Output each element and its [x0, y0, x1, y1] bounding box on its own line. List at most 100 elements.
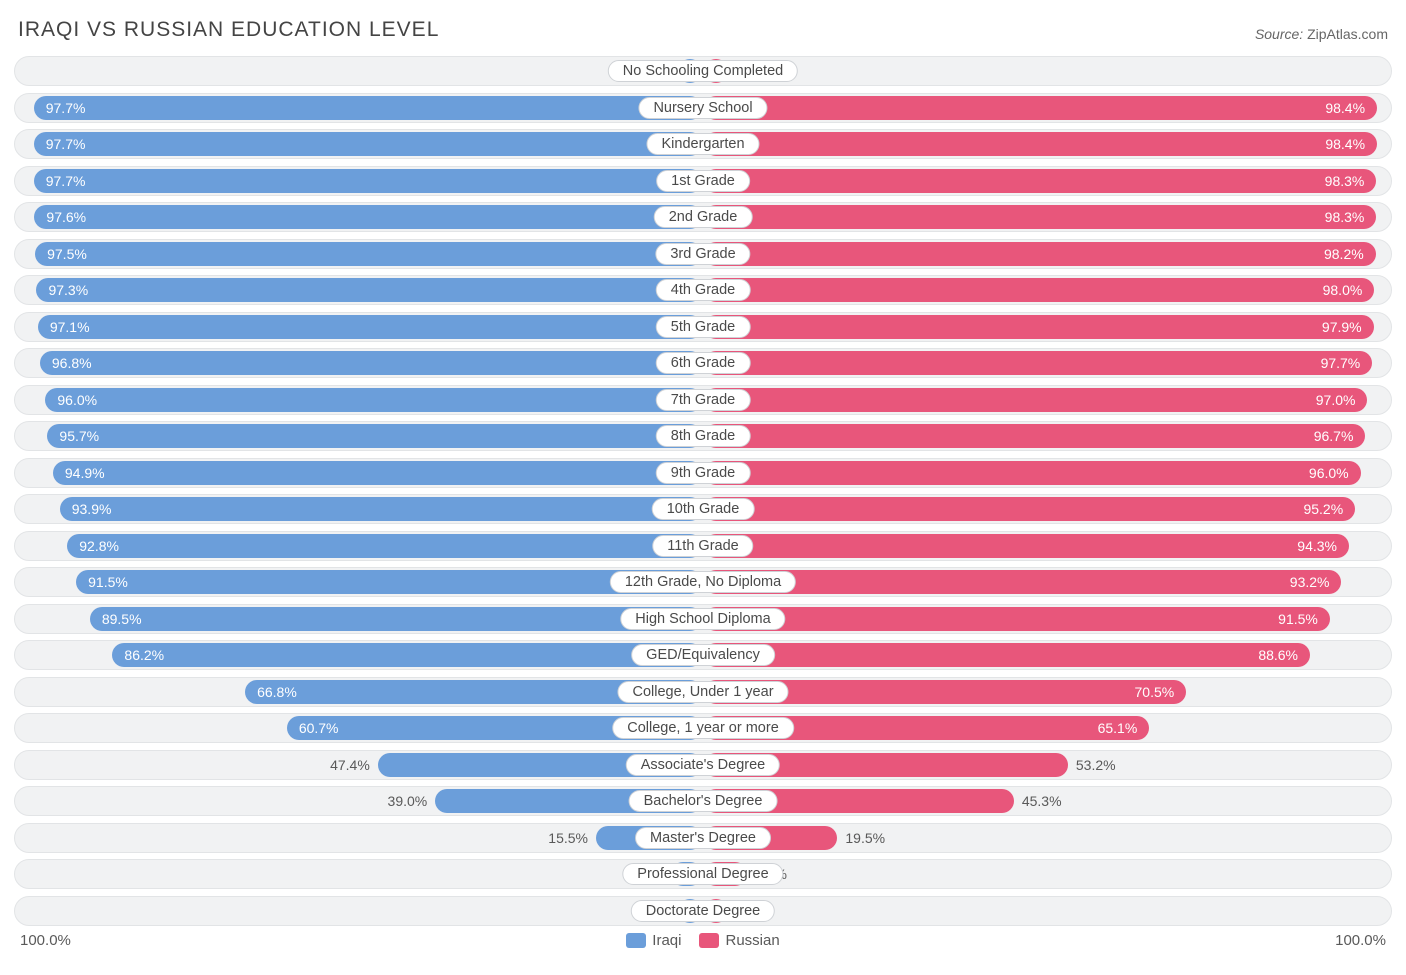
bar-left: 97.1% [38, 315, 702, 339]
legend-label-left: Iraqi [652, 932, 681, 949]
chart-footer: 100.0% Iraqi Russian 100.0% [14, 932, 1392, 949]
bar-right-value: 65.1% [1098, 720, 1138, 736]
legend-item-left: Iraqi [626, 932, 681, 949]
category-label: No Schooling Completed [608, 60, 798, 82]
axis-left-end: 100.0% [20, 932, 71, 949]
bar-right-value: 95.2% [1303, 501, 1343, 517]
bar-right-value: 97.7% [1321, 355, 1361, 371]
bar-left-value: 60.7% [299, 720, 339, 736]
bar-left-value: 86.2% [124, 647, 164, 663]
category-label: 5th Grade [656, 316, 751, 338]
chart-row: 47.4% 53.2% Associate's Degree [14, 750, 1392, 780]
category-label: 4th Grade [656, 279, 751, 301]
category-label: Doctorate Degree [631, 900, 775, 922]
chart-row: 97.6%98.3%2nd Grade [14, 202, 1392, 232]
chart-row: 39.0%45.3%Bachelor's Degree [14, 786, 1392, 816]
bar-left: 97.5% [35, 242, 702, 266]
bar-right-value: 98.2% [1324, 246, 1364, 262]
bar-right-value: 70.5% [1135, 684, 1175, 700]
bar-left-value: 96.0% [57, 392, 97, 408]
bar-right-value: 93.2% [1290, 574, 1330, 590]
chart-row: 92.8%94.3%11th Grade [14, 531, 1392, 561]
source-site: ZipAtlas.com [1307, 26, 1388, 42]
bar-left: 95.7% [47, 424, 702, 448]
category-label: 8th Grade [656, 425, 751, 447]
axis-right-end: 100.0% [1335, 932, 1386, 949]
bar-right-value: 97.9% [1322, 319, 1362, 335]
bar-right-value: 19.5% [837, 826, 885, 850]
category-label: 6th Grade [656, 352, 751, 374]
bar-left-value: 96.8% [52, 355, 92, 371]
bar-left: 93.9% [60, 497, 702, 521]
bar-right: 88.6% [704, 643, 1310, 667]
chart-row: 96.8% 97.7% 6th Grade [14, 348, 1392, 378]
chart-row: 15.5% 19.5% Master's Degree [14, 823, 1392, 853]
bar-right-value: 98.0% [1323, 282, 1363, 298]
bar-right-value: 88.6% [1258, 647, 1298, 663]
bar-left: 91.5% [76, 570, 702, 594]
bar-right-value: 96.0% [1309, 465, 1349, 481]
bar-left-value: 93.9% [72, 501, 112, 517]
bar-left: 97.6% [34, 205, 702, 229]
chart-row: 4.5%6.3%Professional Degree [14, 859, 1392, 889]
bar-right-value: 53.2% [1068, 753, 1116, 777]
category-label: College, Under 1 year [617, 681, 788, 703]
chart-row: 66.8% 70.5% College, Under 1 year [14, 677, 1392, 707]
chart-title: IRAQI VS RUSSIAN EDUCATION LEVEL [18, 18, 439, 42]
bar-right: 98.3% [704, 169, 1376, 193]
bar-left: 86.2% [112, 643, 702, 667]
chart-row: 93.9% 95.2% 10th Grade [14, 494, 1392, 524]
category-label: 3rd Grade [655, 243, 750, 265]
bar-left-value: 15.5% [548, 826, 596, 850]
bar-right: 98.4% [704, 96, 1377, 120]
bar-right-value: 45.3% [1014, 789, 1062, 813]
bar-left-value: 89.5% [102, 611, 142, 627]
category-label: Kindergarten [646, 133, 759, 155]
chart-row: 2.4%1.7%No Schooling Completed [14, 56, 1392, 86]
bar-left-value: 47.4% [330, 753, 378, 777]
category-label: 10th Grade [652, 498, 755, 520]
bar-right-value: 91.5% [1278, 611, 1318, 627]
category-label: Associate's Degree [626, 754, 780, 776]
category-label: 11th Grade [652, 535, 753, 557]
bar-right: 98.2% [704, 242, 1376, 266]
chart-row: 97.7%98.3%1st Grade [14, 166, 1392, 196]
chart-row: 97.5% 98.2% 3rd Grade [14, 239, 1392, 269]
bar-left-value: 97.6% [46, 209, 86, 225]
category-label: GED/Equivalency [631, 644, 775, 666]
bar-right: 98.0% [704, 278, 1374, 302]
bar-right-value: 98.4% [1325, 136, 1365, 152]
bar-left-value: 97.1% [50, 319, 90, 335]
chart-legend: Iraqi Russian [626, 932, 779, 949]
chart-row: 91.5% 93.2% 12th Grade, No Diploma [14, 567, 1392, 597]
category-label: 12th Grade, No Diploma [610, 571, 796, 593]
bar-left: 96.8% [40, 351, 702, 375]
chart-row: 97.3%98.0%4th Grade [14, 275, 1392, 305]
category-label: Professional Degree [622, 863, 783, 885]
category-label: 7th Grade [656, 389, 751, 411]
category-label: High School Diploma [620, 608, 785, 630]
bar-right: 97.0% [704, 388, 1367, 412]
bar-right: 98.3% [704, 205, 1376, 229]
source-label: Source: [1255, 26, 1303, 42]
bar-right: 95.2% [704, 497, 1355, 521]
category-label: Master's Degree [635, 827, 771, 849]
chart-header: IRAQI VS RUSSIAN EDUCATION LEVEL Source:… [14, 18, 1392, 42]
bar-left-value: 66.8% [257, 684, 297, 700]
bar-right: 91.5% [704, 607, 1330, 631]
chart-row: 97.1% 97.9% 5th Grade [14, 312, 1392, 342]
chart-row: 89.5% 91.5% High School Diploma [14, 604, 1392, 634]
bar-left-value: 91.5% [88, 574, 128, 590]
legend-item-right: Russian [699, 932, 779, 949]
bar-right-value: 97.0% [1316, 392, 1356, 408]
chart-row: 97.7%98.4%Kindergarten [14, 129, 1392, 159]
bar-right: 97.9% [704, 315, 1374, 339]
bar-left-value: 95.7% [59, 428, 99, 444]
bar-left: 94.9% [53, 461, 702, 485]
bar-left: 92.8% [67, 534, 702, 558]
bar-right: 94.3% [704, 534, 1349, 558]
bar-right-value: 98.3% [1325, 209, 1365, 225]
bar-right-value: 96.7% [1314, 428, 1354, 444]
bar-right: 93.2% [704, 570, 1341, 594]
bar-left: 97.7% [34, 169, 702, 193]
